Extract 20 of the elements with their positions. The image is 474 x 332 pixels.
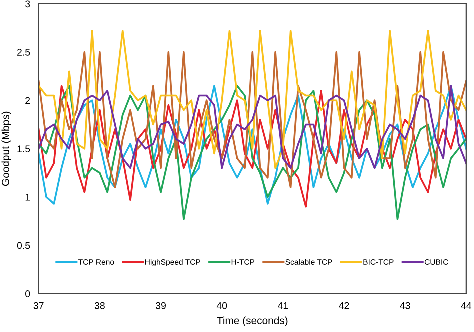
x-axis-title: Time (seconds) bbox=[217, 316, 288, 326]
x-tick-label: 42 bbox=[339, 302, 350, 310]
line-series bbox=[38, 51, 466, 188]
x-tick-label: 39 bbox=[156, 302, 166, 310]
x-tick-label: 40 bbox=[216, 302, 228, 310]
y-tick-label: 0 bbox=[26, 290, 30, 298]
y-tick-label: 2 bbox=[26, 97, 30, 104]
x-tick-label: 43 bbox=[400, 302, 410, 310]
x-tick-label: 41 bbox=[278, 302, 288, 310]
x-tick-label: 44 bbox=[461, 302, 472, 310]
y-tick-label: 2.5 bbox=[18, 49, 30, 56]
y-tick-label: 1 bbox=[26, 194, 30, 201]
y-tick-label: 3 bbox=[26, 0, 30, 8]
x-tick-label: 38 bbox=[94, 302, 105, 310]
y-axis-title: Goodput (Mbps) bbox=[2, 112, 12, 186]
x-tick-label: 37 bbox=[34, 302, 44, 310]
y-tick-label: 1.5 bbox=[18, 146, 30, 153]
line-series bbox=[38, 30, 466, 170]
y-tick-label: 0.5 bbox=[17, 242, 30, 250]
line-series bbox=[38, 85, 466, 170]
